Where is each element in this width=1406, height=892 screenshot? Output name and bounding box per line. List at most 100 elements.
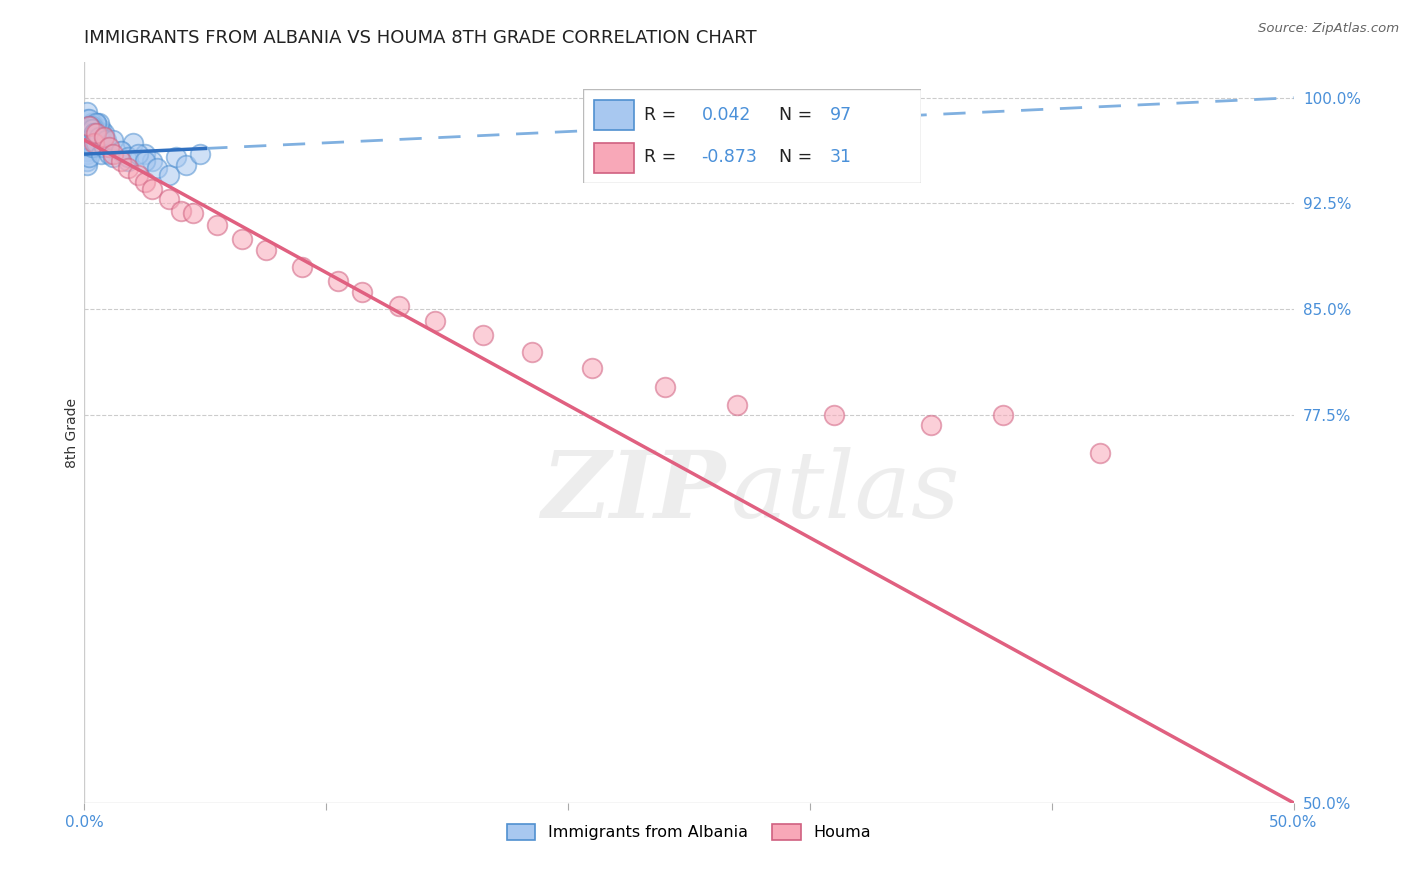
Point (94, 136, 117, 150)
Point (83, 126, 105, 140)
Point (80, 136, 103, 150)
Point (127, 147, 149, 161)
Point (93, 126, 115, 140)
Point (76, 147, 98, 161)
Point (80, 119, 103, 133)
Text: atlas: atlas (731, 447, 960, 537)
Text: ZIP: ZIP (541, 447, 725, 537)
Point (90, 133, 112, 147)
Point (87, 136, 110, 150)
Point (77, 133, 100, 147)
Text: -0.873: -0.873 (702, 148, 758, 166)
Point (76, 104, 98, 119)
Point (83, 126, 105, 140)
Point (86, 136, 108, 150)
Point (170, 203, 193, 218)
Point (134, 147, 156, 161)
Bar (593, 100, 634, 130)
Point (87, 126, 110, 140)
Point (110, 154, 132, 169)
Point (86, 116, 108, 130)
Point (86, 133, 108, 147)
Point (141, 182, 163, 196)
Point (103, 147, 125, 161)
Point (80, 130, 103, 145)
Point (117, 150, 139, 164)
Point (83, 136, 105, 150)
Y-axis label: 8th Grade: 8th Grade (65, 398, 79, 467)
Point (254, 243, 277, 257)
Point (77, 126, 100, 140)
Point (86, 133, 108, 147)
Point (157, 168, 180, 182)
Point (134, 175, 156, 189)
Point (80, 119, 103, 133)
Point (581, 361, 603, 376)
Point (86, 116, 108, 130)
Point (86, 136, 108, 150)
Point (231, 232, 253, 246)
Text: 97: 97 (830, 106, 852, 124)
FancyBboxPatch shape (583, 89, 921, 183)
Point (181, 206, 204, 220)
Point (117, 154, 139, 169)
Point (77, 133, 100, 147)
Point (80, 121, 103, 136)
Point (993, 408, 1015, 422)
Point (725, 398, 748, 412)
Point (190, 147, 212, 161)
Point (121, 136, 143, 150)
Point (87, 116, 110, 130)
Point (90, 136, 112, 150)
Point (90, 147, 112, 161)
Point (80, 133, 103, 147)
Point (127, 168, 149, 182)
Point (83, 140, 105, 154)
Text: N =: N = (779, 106, 813, 124)
Point (110, 145, 132, 159)
Point (94, 133, 117, 147)
Point (77, 136, 100, 150)
Point (76, 158, 98, 172)
Point (80, 119, 103, 133)
Point (87, 130, 110, 145)
Point (77, 121, 100, 136)
Point (83, 130, 105, 145)
Point (110, 145, 132, 159)
Point (90, 121, 112, 136)
Text: 31: 31 (830, 148, 852, 166)
Point (520, 344, 543, 359)
Point (86, 126, 108, 140)
Point (77, 126, 100, 140)
Point (157, 192, 180, 206)
Point (77, 126, 100, 140)
Point (86, 126, 108, 140)
Text: 0.042: 0.042 (702, 106, 751, 124)
Point (141, 154, 163, 169)
Point (76, 136, 98, 150)
Point (87, 133, 110, 147)
Text: Source: ZipAtlas.com: Source: ZipAtlas.com (1258, 22, 1399, 36)
Point (97, 140, 120, 154)
Text: N =: N = (779, 148, 813, 166)
Point (77, 130, 100, 145)
Point (423, 313, 446, 327)
Point (80, 140, 103, 154)
Bar (593, 143, 634, 173)
Point (920, 417, 942, 432)
Point (83, 126, 105, 140)
Point (86, 121, 108, 136)
Point (83, 126, 105, 140)
Point (93, 140, 115, 154)
Point (90, 126, 112, 140)
Point (352, 285, 374, 300)
Point (97, 147, 120, 161)
Point (174, 158, 197, 172)
Point (103, 133, 125, 147)
Point (83, 121, 105, 136)
Point (90, 140, 112, 154)
Point (103, 150, 125, 164)
Point (1088, 446, 1111, 460)
Point (75, 130, 97, 145)
Point (823, 408, 845, 422)
